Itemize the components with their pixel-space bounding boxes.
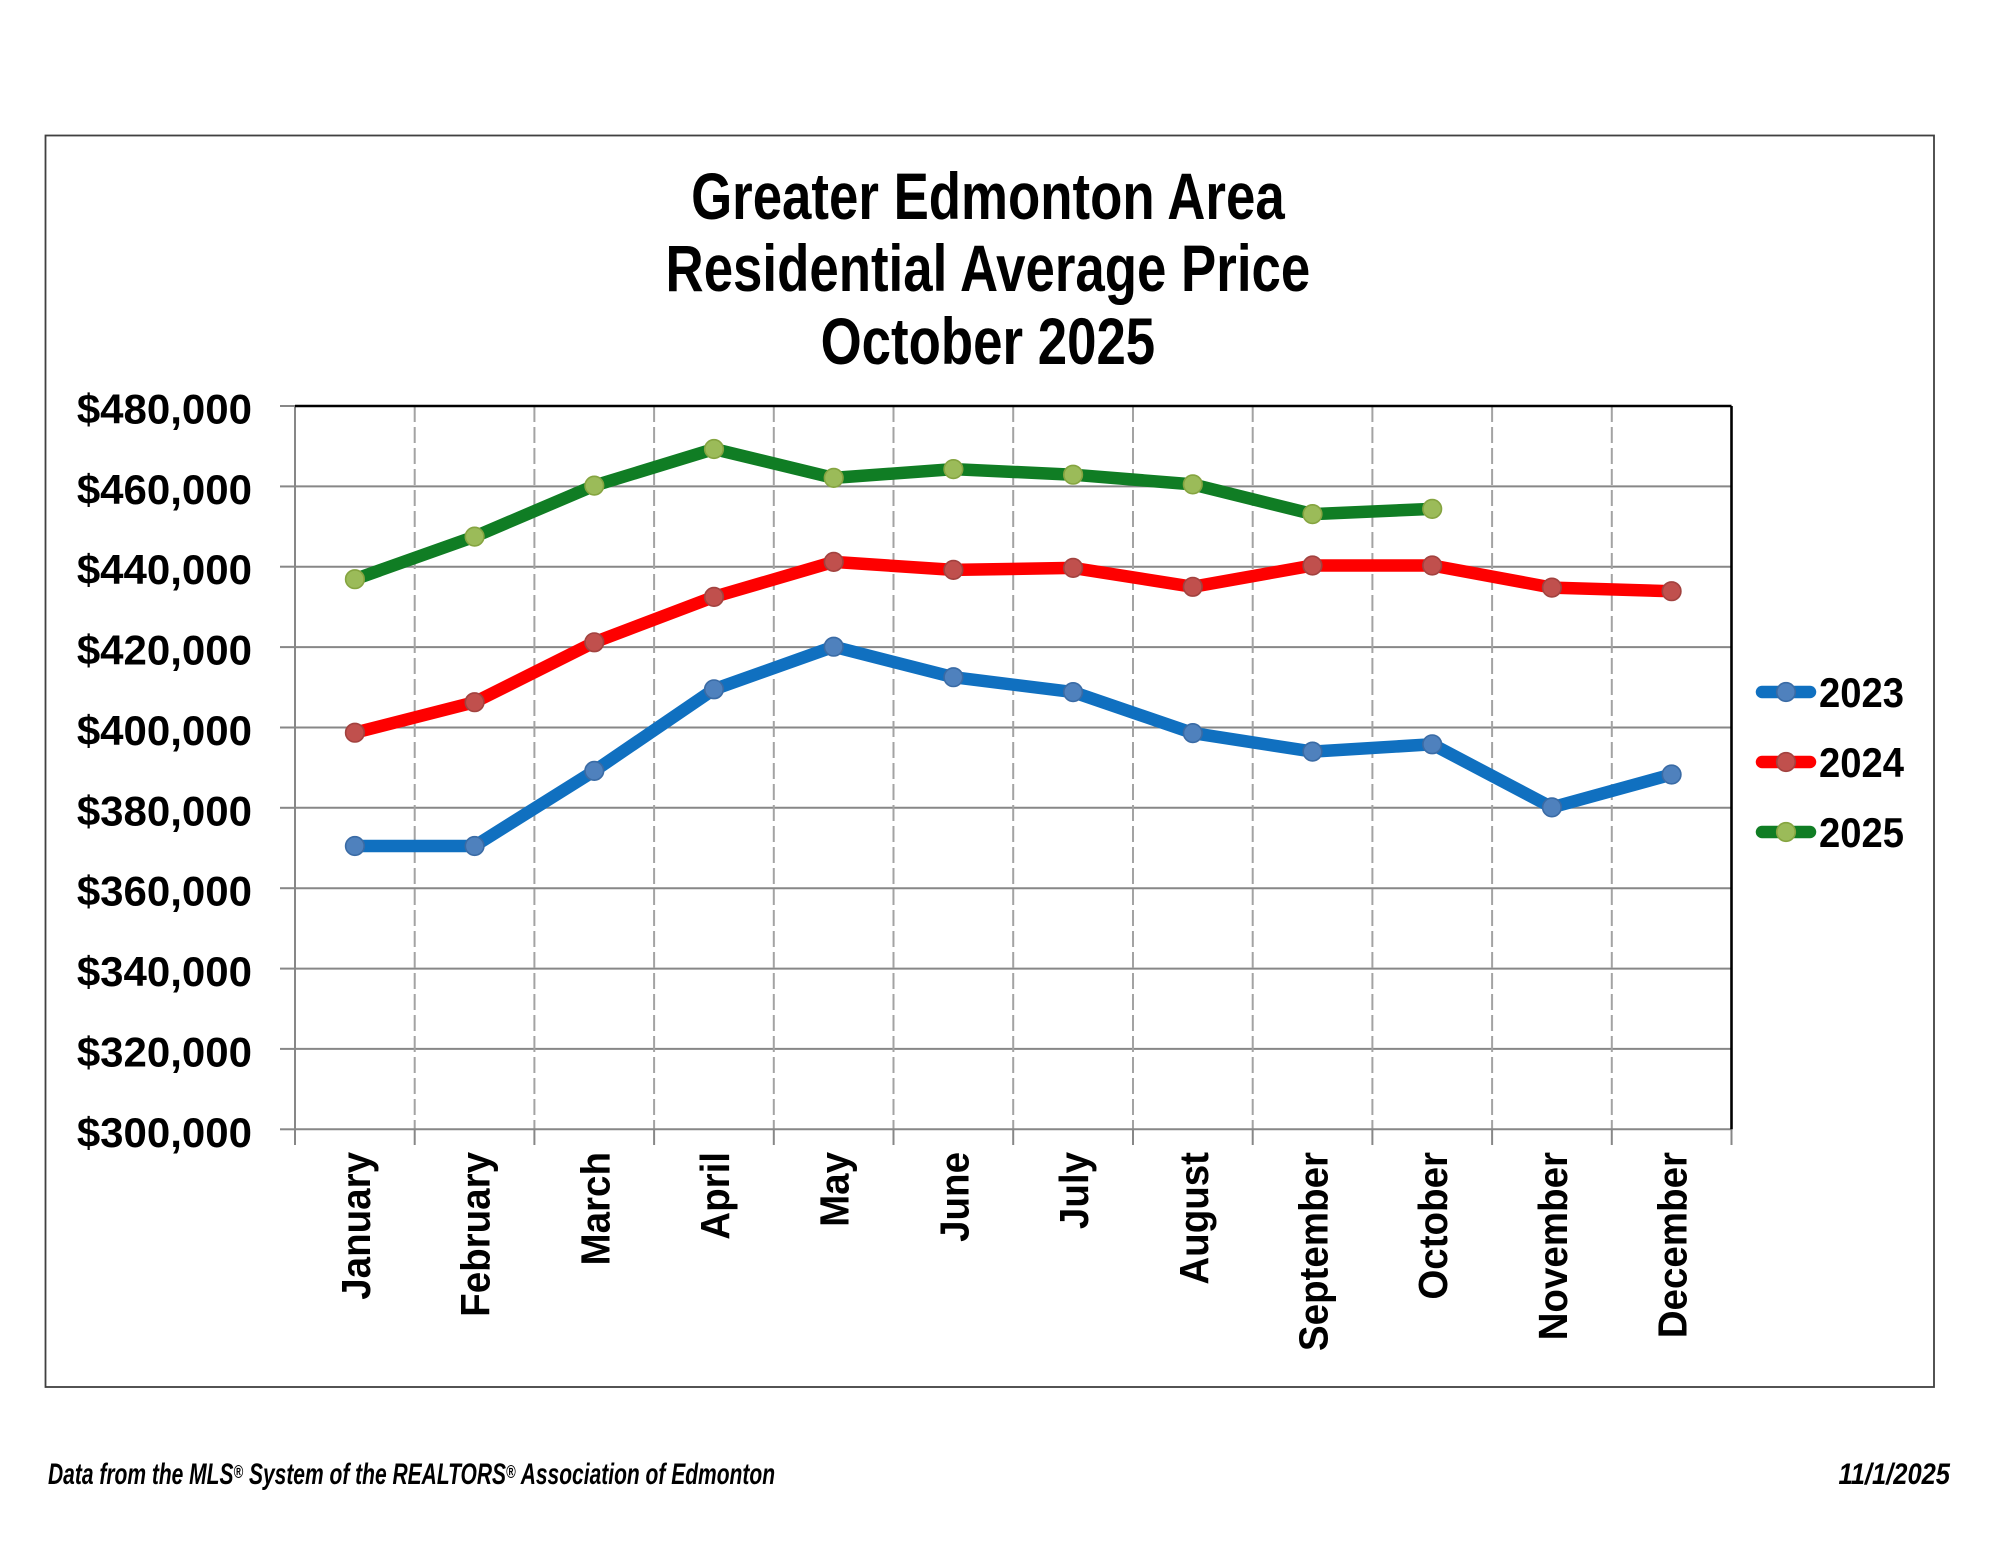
svg-text:June: June [932,1152,977,1242]
svg-text:$300,000: $300,000 [77,1109,252,1156]
svg-text:January: January [334,1152,379,1300]
svg-text:2025: 2025 [1819,809,1904,856]
svg-text:May: May [813,1152,858,1227]
svg-text:$420,000: $420,000 [77,627,252,674]
svg-text:2023: 2023 [1819,669,1904,716]
svg-text:March: March [573,1152,618,1265]
svg-text:July: July [1052,1152,1097,1229]
svg-text:2024: 2024 [1819,739,1905,786]
svg-text:$360,000: $360,000 [77,868,252,915]
svg-text:$460,000: $460,000 [77,466,252,513]
svg-text:April: April [693,1152,738,1240]
svg-text:November: November [1531,1152,1576,1340]
svg-text:$480,000: $480,000 [77,386,252,433]
svg-text:August: August [1172,1152,1217,1285]
svg-text:$440,000: $440,000 [77,546,252,593]
svg-text:$340,000: $340,000 [77,948,252,995]
svg-text:February: February [454,1152,499,1317]
svg-text:$400,000: $400,000 [77,707,252,754]
svg-text:$320,000: $320,000 [77,1028,252,1075]
svg-text:September: September [1291,1152,1336,1351]
svg-text:October: October [1411,1152,1456,1300]
svg-text:December: December [1651,1152,1696,1338]
svg-text:$380,000: $380,000 [77,787,252,834]
